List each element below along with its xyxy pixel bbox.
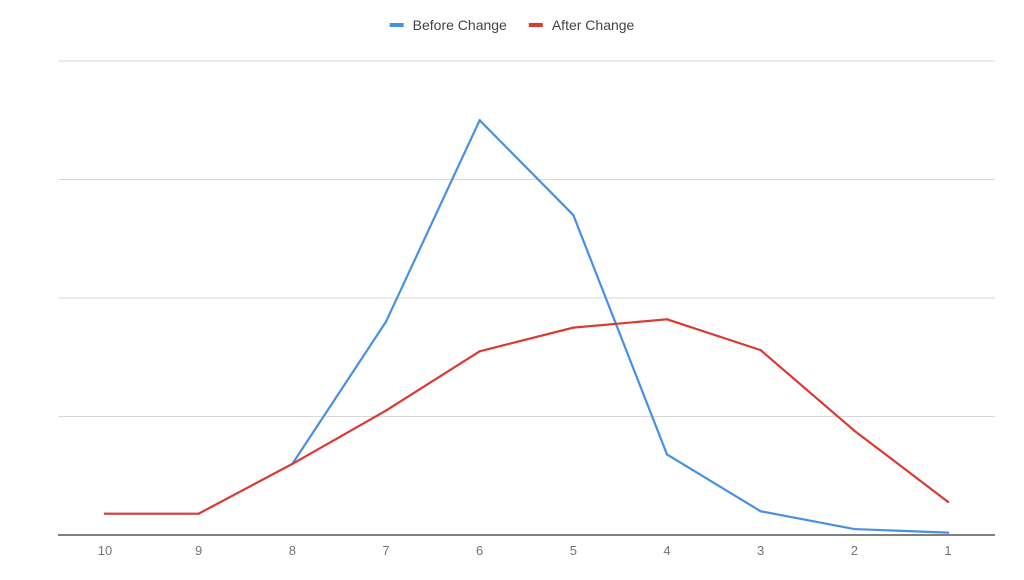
- gridlines: [58, 60, 995, 417]
- data-point-after-change: [103, 512, 107, 515]
- data-point-after-change: [946, 500, 950, 504]
- data-point-before-change: [853, 527, 856, 531]
- x-tick-label: 4: [663, 543, 670, 558]
- x-tick-label: 3: [757, 543, 764, 558]
- legend-label: After Change: [552, 17, 635, 33]
- data-point-before-change: [478, 119, 481, 122]
- x-tick-label: 8: [289, 543, 296, 558]
- data-point-before-change: [759, 510, 762, 513]
- data-point-before-change: [572, 213, 575, 217]
- series-line-after-change: [103, 318, 950, 515]
- legend-swatch-before-change: [389, 23, 404, 27]
- data-point-after-change: [759, 348, 762, 352]
- data-point-before-change: [665, 453, 669, 456]
- legend-swatch-after-change: [528, 23, 543, 27]
- x-tick-label: 5: [570, 543, 577, 558]
- data-point-after-change: [384, 409, 388, 412]
- x-tick-label: 7: [382, 543, 389, 558]
- data-point-after-change: [572, 326, 575, 329]
- legend: Before Change After Change: [389, 17, 635, 33]
- data-point-after-change: [197, 512, 200, 515]
- series-line-before-change: [291, 119, 950, 534]
- data-point-after-change: [291, 462, 294, 466]
- x-tick-label: 6: [476, 543, 483, 558]
- series-group: [103, 119, 950, 534]
- x-tick-label: 9: [195, 543, 202, 558]
- data-point-after-change: [665, 318, 669, 321]
- data-point-before-change: [384, 320, 388, 323]
- x-tick-label: 1: [944, 543, 951, 558]
- legend-label: Before Change: [413, 17, 507, 33]
- data-point-after-change: [853, 429, 856, 432]
- x-tick-label: 10: [98, 543, 112, 558]
- data-point-after-change: [478, 350, 481, 353]
- x-tick-labels: 10 9 8 7 6 5 4 3 2 1: [98, 543, 952, 558]
- data-point-before-change: [946, 531, 950, 534]
- x-tick-label: 2: [851, 543, 858, 558]
